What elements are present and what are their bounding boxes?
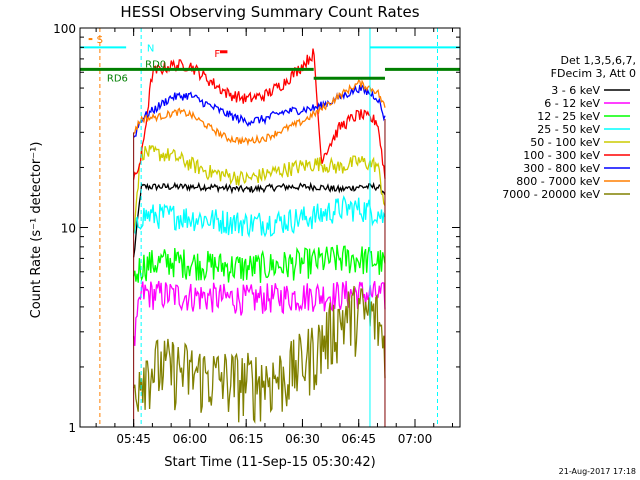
legend-item-label: 3 - 6 keV xyxy=(551,84,600,97)
x-tick-label: 06:45 xyxy=(341,432,376,446)
series-line-1 xyxy=(132,280,386,346)
legend-item-label: 7000 - 20000 keV xyxy=(502,188,600,201)
legend-header: Det 1,3,5,6,7, xyxy=(560,54,636,67)
series-line-4 xyxy=(132,145,386,233)
series-line-8 xyxy=(132,285,386,424)
legend-item-label: 800 - 7000 keV xyxy=(516,175,600,188)
x-tick-label: 05:45 xyxy=(116,432,151,446)
y-axis: 1 10 100 xyxy=(53,22,460,435)
y-tick-label: 100 xyxy=(53,22,76,36)
annotation-label: RD0 xyxy=(145,59,166,70)
y-axis-label: Count Rate (s⁻¹ detector⁻¹) xyxy=(29,142,44,319)
legend-item-label: 12 - 25 keV xyxy=(537,110,600,123)
legend-item-label: 6 - 12 keV xyxy=(544,97,600,110)
annotation-label: S xyxy=(97,35,103,46)
legend-item-label: 50 - 100 keV xyxy=(530,136,600,149)
x-tick-label: 06:15 xyxy=(229,432,264,446)
x-tick-label: 07:00 xyxy=(398,432,433,446)
annotation-label: N xyxy=(147,43,154,54)
x-axis-label: Start Time (11-Sep-15 05:30:42) xyxy=(164,455,375,470)
series-line-2 xyxy=(132,244,386,283)
markers-layer xyxy=(80,28,460,427)
x-tick-label: 06:00 xyxy=(173,432,208,446)
annotation-label: RD6 xyxy=(107,73,128,84)
series-line-7 xyxy=(133,79,386,147)
legend-item-label: 300 - 800 keV xyxy=(523,162,600,175)
y-tick-label: 10 xyxy=(61,222,76,236)
legend-header: FDecim 3, Att 0 xyxy=(551,67,636,80)
x-axis: 05:45 06:00 06:15 06:30 06:45 07:00 xyxy=(95,28,453,446)
x-tick-label: 06:30 xyxy=(285,432,320,446)
series-line-6 xyxy=(133,84,386,138)
chart-title: HESSI Observing Summary Count Rates xyxy=(120,3,419,21)
annotation-label: F xyxy=(214,49,220,60)
series-line-0 xyxy=(132,181,386,258)
series-line-3 xyxy=(133,195,386,239)
legend-item-label: 25 - 50 keV xyxy=(537,123,600,136)
legend: Det 1,3,5,6,7,FDecim 3, Att 0 3 - 6 keV6 … xyxy=(502,54,636,201)
legend-item-label: 100 - 300 keV xyxy=(523,149,600,162)
y-tick-label: 1 xyxy=(68,421,76,435)
footer-date: 21-Aug-2017 17:18 xyxy=(559,467,636,476)
